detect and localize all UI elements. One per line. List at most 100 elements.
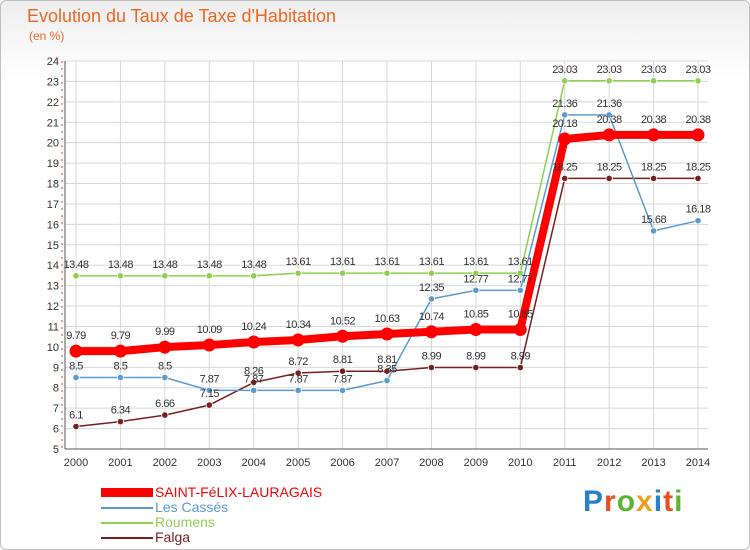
data-label: 23.03	[552, 64, 577, 76]
data-point	[380, 327, 394, 341]
y-tick-label: 8	[53, 383, 59, 395]
data-point	[383, 269, 391, 277]
data-label: 23.03	[597, 64, 622, 76]
y-tick-label: 14	[47, 260, 59, 272]
data-point	[161, 373, 169, 382]
data-point	[649, 227, 658, 235]
chart-legend: SAINT-FéLIX-LAURAGAIS Les Cassés Roumens Fa…	[101, 485, 322, 545]
data-point	[558, 132, 572, 146]
x-tick-label: 2011	[553, 457, 577, 469]
x-tick-label: 2007	[375, 457, 399, 469]
data-label: 13.48	[241, 259, 266, 271]
y-tick-label: 10	[47, 342, 59, 354]
data-label: 20.38	[641, 114, 666, 126]
x-tick-label: 2005	[286, 457, 310, 469]
x-tick-label: 2008	[419, 457, 443, 469]
data-label: 8.81	[333, 354, 353, 366]
data-label: 18.25	[552, 161, 577, 173]
data-point	[694, 77, 702, 85]
legend-swatch	[101, 536, 153, 539]
legend-item: Roumens	[101, 515, 322, 530]
x-tick-label: 2002	[153, 457, 177, 469]
data-label: 13.48	[197, 259, 222, 271]
x-tick-label: 2013	[641, 457, 665, 469]
data-point	[116, 418, 125, 426]
data-label: 15.68	[641, 214, 666, 226]
data-point	[605, 77, 613, 85]
data-point	[338, 367, 347, 375]
data-point	[247, 335, 261, 349]
data-label: 12.77	[508, 273, 533, 285]
data-point	[427, 269, 436, 277]
data-label: 9.79	[66, 330, 86, 342]
chart-unit: (en %)	[29, 29, 65, 43]
data-label: 23.03	[685, 64, 710, 76]
data-label: 8.5	[114, 361, 128, 373]
data-label: 13.61	[286, 256, 311, 268]
data-point	[294, 269, 302, 277]
data-label: 18.25	[685, 161, 710, 173]
proxiti-logo: Proxiti	[583, 485, 683, 519]
logo-letter: o	[616, 485, 637, 518]
data-label: 9.99	[155, 326, 175, 338]
y-tick-label: 18	[47, 179, 59, 191]
data-point	[161, 272, 169, 280]
data-label: 13.61	[508, 256, 533, 268]
data-point	[250, 272, 258, 280]
data-label: 7.87	[244, 373, 264, 385]
data-label: 10.85	[508, 309, 533, 321]
legend-item: SAINT-FéLIX-LAURAGAIS	[101, 485, 322, 500]
data-label: 10.09	[197, 324, 222, 336]
y-tick-label: 9	[53, 362, 59, 374]
data-label: 21.36	[552, 98, 577, 110]
data-label: 7.15	[200, 388, 220, 400]
data-point	[561, 174, 569, 183]
x-tick-label: 2012	[597, 457, 621, 469]
data-point	[291, 333, 305, 347]
y-tick-label: 22	[47, 97, 59, 109]
data-point	[649, 77, 658, 85]
data-point	[294, 386, 302, 394]
data-point	[472, 363, 480, 372]
data-point	[113, 344, 127, 358]
data-point	[205, 401, 213, 409]
data-label: 8.35	[377, 364, 397, 376]
data-label: 8.26	[244, 365, 264, 377]
x-tick-label: 2001	[108, 457, 132, 469]
data-label: 20.38	[597, 114, 622, 126]
data-label: 6.66	[155, 398, 175, 410]
y-tick-label: 6	[53, 424, 59, 436]
data-point	[424, 325, 438, 339]
data-label: 12.77	[463, 273, 488, 285]
data-point	[72, 373, 80, 382]
data-label: 10.34	[286, 319, 311, 331]
legend-label: Les Cassés	[155, 499, 229, 515]
data-point	[647, 128, 661, 142]
data-point	[205, 272, 213, 280]
y-tick-label: 7	[53, 403, 59, 415]
data-point	[691, 128, 705, 142]
y-tick-label: 17	[47, 199, 59, 211]
data-label: 21.36	[597, 98, 622, 110]
data-label: 13.61	[374, 256, 399, 268]
x-tick-label: 2000	[64, 457, 88, 469]
data-label: 8.72	[288, 356, 308, 368]
y-tick-label: 24	[47, 56, 59, 68]
legend-item: Les Cassés	[101, 500, 322, 515]
chart-title: Evolution du Taux de Taxe d'Habitation	[27, 6, 336, 26]
data-point	[427, 295, 436, 303]
y-tick-label: 12	[47, 301, 59, 313]
data-label: 6.34	[111, 405, 131, 417]
logo-letter: t	[663, 485, 675, 518]
data-point	[561, 77, 569, 85]
x-tick-label: 2004	[241, 457, 265, 469]
y-tick-label: 16	[47, 219, 59, 231]
line-chart: 5 6 7 8 9 10 11 12 13 14 15 16 17 18 19 20 21 22 23 24 2000 2…	[47, 56, 712, 469]
legend-item: Falga	[101, 530, 322, 545]
data-point	[469, 323, 483, 337]
data-point	[336, 329, 350, 343]
data-point	[472, 286, 480, 294]
logo-letter: r	[604, 485, 617, 518]
legend-label: SAINT-FéLIX-LAURAGAIS	[155, 484, 323, 500]
